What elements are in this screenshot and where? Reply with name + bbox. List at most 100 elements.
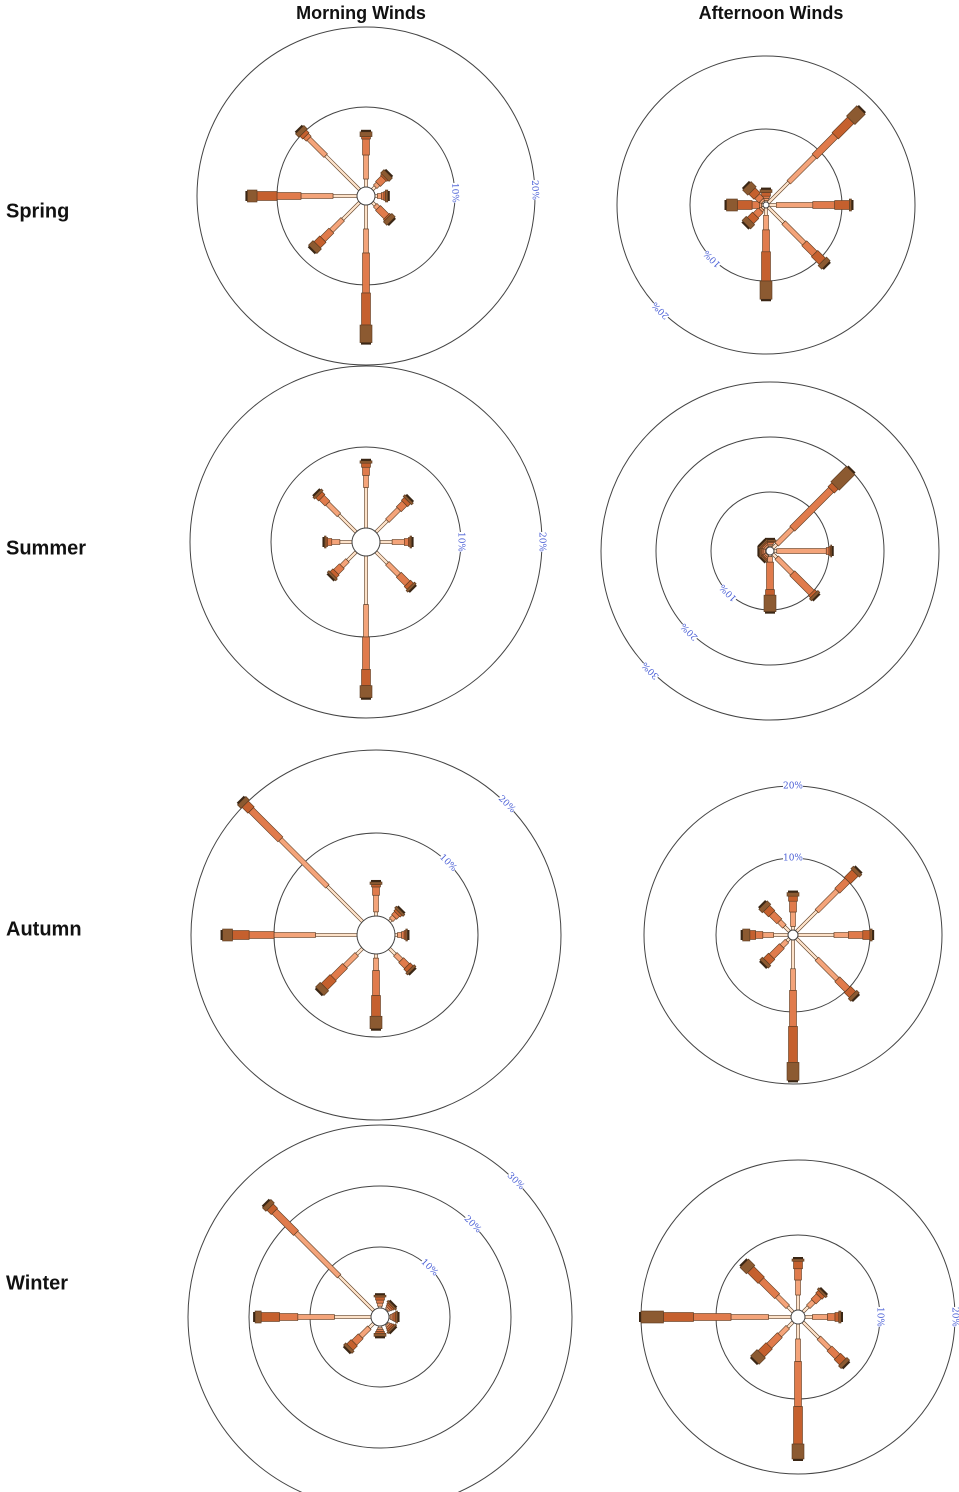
ring-label-bg [950,1307,959,1327]
cap-w [253,1312,256,1322]
segment-e-4 [838,1310,842,1324]
segment-n-1 [377,1302,383,1307]
segment-s-4 [791,1443,805,1460]
segment-ne-1 [774,526,795,547]
cap-sw [749,1356,759,1366]
ring-label-bg [537,532,547,552]
arm-n [373,1293,387,1309]
segment-n-0 [364,487,368,529]
cap-s [761,299,771,302]
segment-s-2 [762,229,770,253]
segment-e-2 [848,931,864,939]
cap-nw [739,1258,748,1267]
ring-label-bg [496,793,518,815]
segment-w-4 [254,1310,262,1324]
segment-s-4 [373,1333,387,1337]
segment-s-0 [364,204,368,230]
hub [351,527,381,557]
segment-w-4 [222,928,233,942]
cap-s [793,1459,803,1461]
cap-se [408,967,417,976]
segment-ne-0 [795,909,819,933]
ring-label: 20% [950,1307,959,1327]
hub [762,201,770,209]
segment-s-2 [789,990,797,1027]
cap-w [639,1312,641,1322]
ring-20pct [190,749,562,1121]
segment-s-4 [359,324,373,343]
segment-w-3 [260,1312,280,1322]
cap-n [371,879,381,882]
hub [356,915,396,955]
segment-e-2 [827,1313,836,1321]
segment-n-3 [371,884,381,888]
segment-s-2 [362,636,370,670]
arm-w [322,535,353,549]
cap-se [408,584,417,593]
segment-e-2 [812,201,835,209]
cap-n [788,890,798,893]
cap-s [765,611,775,614]
segment-w-4 [247,189,258,203]
wind-rose-summer-morning-winds: 10% 20% [189,365,547,719]
segment-ne-0 [374,519,389,534]
ring-label-bg [783,781,803,791]
hub [370,1307,390,1327]
arm-s [759,207,773,302]
segment-s-2 [766,561,774,590]
segment-n-4 [373,1294,387,1298]
cap-nw [757,538,767,548]
segment-s-1 [363,228,369,254]
arm-s [359,204,373,345]
segment-s-1 [363,604,369,638]
segment-se-1 [816,1335,832,1351]
arm-se [795,937,861,1003]
segment-w-0 [768,1315,792,1319]
segment-e-2 [381,192,385,200]
cap-w [724,200,727,210]
arm-ne [374,493,415,534]
segment-w-1 [331,539,341,545]
segment-nw-2 [758,1277,781,1300]
segment-n-0 [374,911,378,917]
hub [787,929,799,941]
ring-label: 10% [875,1307,885,1327]
segment-nw-0 [324,154,362,192]
cap-e [851,200,854,210]
segment-e-1 [775,202,814,208]
segment-e-1 [397,932,402,938]
segment-s-1 [763,214,769,231]
cap-ne [847,465,856,474]
segment-nw-1 [293,1230,342,1279]
segment-n-1 [790,911,796,927]
cap-e [872,930,875,940]
segment-sw-0 [341,200,362,221]
segment-s-4 [359,685,373,699]
segment-n-4 [359,131,373,137]
ring-label-bg [701,248,723,270]
cap-nw [294,124,304,134]
segment-w-2 [693,1313,732,1321]
segment-nw-4 [742,181,757,196]
segment-s-1 [373,957,379,971]
hub [765,546,775,556]
segment-w-1 [273,932,316,938]
segment-e-0 [379,540,393,544]
arm-w [220,928,358,942]
arm-se [370,200,396,226]
ring-20pct [655,436,885,666]
ring-label-bg [449,182,461,204]
cap-n [361,458,371,461]
arm-e [388,1310,400,1324]
segment-ne-4 [380,169,393,182]
segment-n-2 [362,138,370,156]
ring-label-bg [437,852,459,874]
arm-s [369,953,383,1031]
segment-nw-2 [248,807,284,843]
cap-se [812,593,821,602]
segment-n-0 [791,926,795,931]
segment-e-1 [812,1314,828,1320]
segment-w-4 [742,928,751,942]
segment-w-3 [737,200,753,210]
segment-w-3 [256,191,278,201]
